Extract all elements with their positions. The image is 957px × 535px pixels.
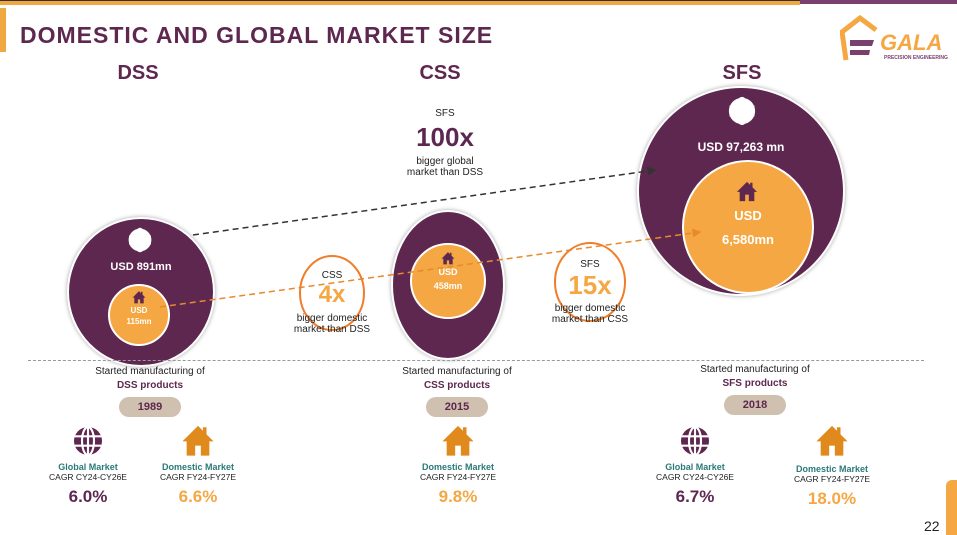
callout-text: bigger global — [416, 156, 474, 167]
callout-ring-4x — [299, 255, 365, 331]
column-header-dss: DSS — [117, 62, 159, 84]
metric-value: 6.6% — [178, 487, 218, 506]
year-badge: 2018 — [724, 395, 786, 415]
callout-subject: SFS — [580, 259, 600, 270]
column-header-css: CSS — [419, 62, 461, 84]
sfs-domestic-circle: USD 6,580mn — [682, 160, 814, 294]
started-text: Started manufacturing of — [402, 366, 512, 377]
callout-text: market than DSS — [293, 324, 371, 335]
metric-value: 6.0% — [68, 487, 108, 506]
css-domestic-circle: USD 458mn — [410, 243, 486, 319]
metric-label: Global Market — [58, 462, 118, 472]
metric-value: 18.0% — [807, 489, 857, 508]
started-text: Started manufacturing of — [700, 364, 810, 375]
callout-multiple: 4x — [318, 281, 346, 308]
callout-100x: SFS 100x bigger global market than DSS — [380, 108, 510, 178]
dss-domestic-cagr: Domestic Market CAGR FY24-FY27E 6.6% — [153, 423, 243, 507]
callout-multiple: 15x — [568, 270, 612, 300]
dss-started: Started manufacturing of DSS products 19… — [70, 366, 230, 417]
product-name: CSS products — [423, 380, 491, 391]
started-text: Started manufacturing of — [95, 366, 205, 377]
section-divider — [28, 360, 924, 361]
callout-text: market than CSS — [551, 314, 629, 325]
css-domestic-value-l1: USD — [438, 267, 458, 277]
dss-domestic-value-l2: 115mn — [126, 317, 152, 326]
gala-logo: GALA PRECISION ENGINEERING — [840, 12, 950, 67]
year-badge: 1989 — [119, 397, 181, 417]
globe-icon — [679, 425, 711, 457]
callout-4x: CSS 4x bigger domestic market than DSS — [277, 270, 387, 335]
callout-15x: SFS 15x bigger domestic market than CSS — [535, 259, 645, 325]
metric-period: CAGR FY24-FY27E — [793, 474, 871, 484]
page-number: 22 — [924, 518, 940, 534]
metric-label: Domestic Market — [795, 464, 869, 474]
house-icon — [441, 423, 475, 457]
logo-name: GALA — [880, 30, 943, 55]
callout-text: market than DSS — [406, 167, 484, 178]
title-accent — [0, 8, 6, 52]
dss-global-cagr: Global Market CAGR CY24-CY26E 6.0% — [43, 425, 133, 507]
css-domestic-cagr: Domestic Market CAGR FY24-FY27E 9.8% — [413, 423, 503, 507]
sfs-global-value: USD 97,263 mn — [697, 140, 785, 154]
metric-period: CAGR FY24-FY27E — [419, 472, 497, 482]
metric-label: Domestic Market — [421, 462, 495, 472]
metric-label: Global Market — [665, 462, 725, 472]
sfs-started: Started manufacturing of SFS products 20… — [675, 364, 835, 415]
sfs-domestic-value-l1: USD — [734, 208, 762, 223]
dss-global-value: USD 891mn — [110, 261, 172, 273]
sfs-domestic-cagr: Domestic Market CAGR FY24-FY27E 18.0% — [787, 423, 877, 509]
callout-text: bigger domestic — [554, 303, 626, 314]
global-arrow — [192, 166, 657, 236]
dss-domestic-value-l1: USD — [130, 306, 148, 315]
year-badge: 2015 — [426, 397, 488, 417]
domestic-arrow — [159, 228, 702, 308]
globe-icon — [72, 425, 104, 457]
logo-tagline: PRECISION ENGINEERING — [884, 55, 948, 61]
top-accent-bar-right — [800, 0, 957, 4]
product-name: DSS products — [116, 380, 184, 391]
dss-domestic-circle: USD 115mn — [108, 284, 170, 346]
metric-period: CAGR CY24-CY26E — [49, 472, 127, 482]
page-title: DOMESTIC AND GLOBAL MARKET SIZE — [20, 22, 494, 48]
house-icon — [181, 423, 215, 457]
metric-label: Domestic Market — [161, 462, 235, 472]
callout-text: bigger domestic — [296, 313, 368, 324]
corner-accent — [946, 480, 957, 535]
column-header-sfs: SFS — [722, 62, 762, 84]
product-name: SFS products — [722, 378, 788, 389]
callout-subject: SFS — [435, 108, 455, 119]
callout-ring-15x — [554, 242, 626, 322]
top-accent-bar — [0, 0, 800, 5]
sfs-global-cagr: Global Market CAGR CY24-CY26E 6.7% — [650, 425, 740, 507]
metric-value: 9.8% — [438, 487, 478, 506]
sfs-domestic-value-l2: 6,580mn — [721, 232, 775, 247]
house-icon — [815, 423, 849, 457]
callout-subject: CSS — [321, 270, 343, 281]
css-domestic-value-l2: 458mn — [433, 281, 463, 291]
css-started: Started manufacturing of CSS products 20… — [377, 366, 537, 417]
metric-period: CAGR CY24-CY26E — [656, 472, 734, 482]
metric-period: CAGR FY24-FY27E — [159, 472, 237, 482]
callout-multiple: 100x — [416, 122, 474, 152]
metric-value: 6.7% — [675, 487, 715, 506]
